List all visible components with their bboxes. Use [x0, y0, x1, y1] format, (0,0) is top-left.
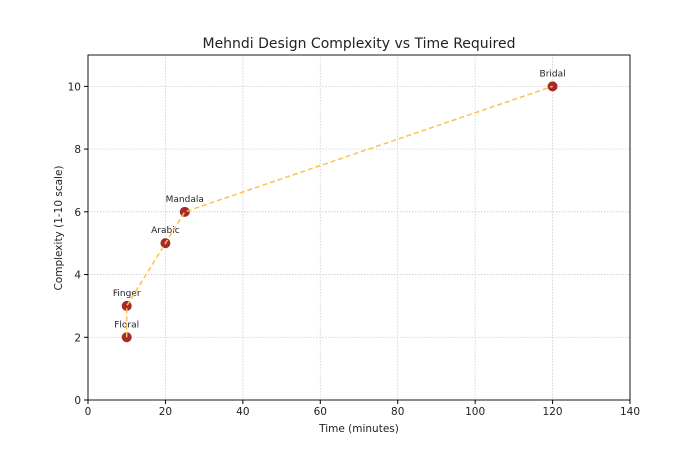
x-tick-label: 100 — [465, 406, 485, 418]
x-tick-label: 60 — [314, 406, 327, 418]
plot-frame — [87, 54, 631, 401]
x-tick-label: 0 — [85, 406, 92, 418]
y-tick-label: 4 — [74, 270, 81, 282]
data-label: Arabic — [151, 226, 180, 236]
series-line — [125, 85, 553, 338]
x-tick-label: 80 — [391, 406, 404, 418]
y-axis-label: Complexity (1-10 scale) — [53, 165, 65, 290]
data-point — [121, 300, 132, 311]
data-label: Bridal — [540, 69, 566, 79]
chart-title: Mehndi Design Complexity vs Time Require… — [202, 36, 515, 52]
data-label: Finger — [113, 289, 141, 299]
x-tick-label: 40 — [236, 406, 249, 418]
data-point — [179, 206, 190, 217]
x-tick-label: 20 — [159, 406, 172, 418]
axis-ticks: 0 20 40 60 80 100 120 140 0 2 4 6 8 10 — [68, 81, 640, 418]
x-tick-label: 120 — [543, 406, 563, 418]
y-tick-label: 8 — [74, 144, 81, 156]
x-tick-label: 140 — [620, 406, 640, 418]
x-axis-label: Time (minutes) — [318, 423, 399, 435]
y-tick-label: 2 — [74, 332, 81, 344]
y-tick-label: 0 — [74, 395, 81, 407]
y-tick-label: 6 — [74, 207, 81, 219]
y-tick-label: 10 — [68, 81, 81, 93]
data-label: Mandala — [166, 195, 204, 205]
